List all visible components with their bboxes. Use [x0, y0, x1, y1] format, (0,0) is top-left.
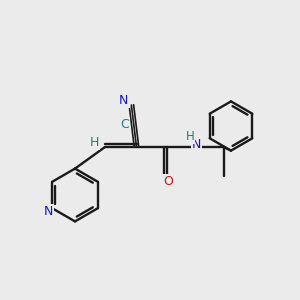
- Text: N: N: [119, 94, 129, 107]
- Text: H: H: [90, 136, 99, 149]
- Text: N: N: [44, 205, 53, 218]
- Text: N: N: [192, 137, 201, 151]
- Text: O: O: [163, 175, 173, 188]
- Text: H: H: [185, 130, 194, 143]
- Text: C: C: [121, 118, 130, 131]
